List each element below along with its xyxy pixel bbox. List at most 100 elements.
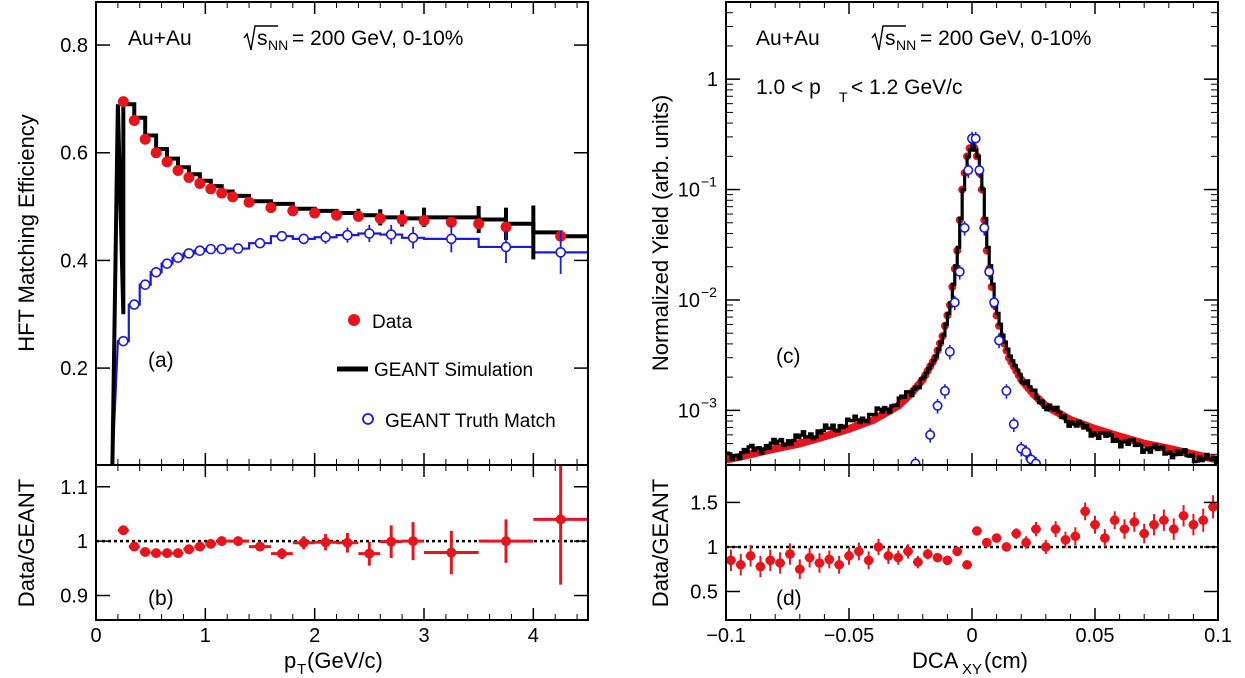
data-point bbox=[172, 165, 184, 177]
left-sqrt-sign bbox=[243, 25, 278, 51]
ytick-label-d: 0.5 bbox=[690, 581, 718, 603]
ratio-point bbox=[1060, 535, 1071, 545]
truth-point bbox=[984, 266, 995, 277]
left-legend: Data GEANT Simulation GEANT Truth Match bbox=[337, 312, 556, 432]
ratio-point bbox=[991, 533, 1002, 543]
truth-point bbox=[205, 243, 217, 255]
ratio-point bbox=[1198, 515, 1209, 526]
truth-point bbox=[232, 243, 244, 254]
left-banner-sqrt: s bbox=[257, 27, 268, 50]
data-point bbox=[287, 205, 299, 217]
truth-point bbox=[979, 222, 990, 233]
right-cut-post: < 1.2 GeV/c bbox=[851, 76, 962, 99]
ratio-point bbox=[1149, 519, 1159, 530]
ratio-point bbox=[276, 548, 287, 559]
ratio-point bbox=[129, 541, 140, 552]
legend-truth-label: GEANT Truth Match bbox=[385, 411, 556, 432]
label-d: (d) bbox=[776, 587, 802, 610]
ytick-label-c: 1 bbox=[707, 69, 718, 91]
ytick-label-c: 10 bbox=[678, 400, 700, 422]
ytick-label-b: 1.1 bbox=[60, 477, 88, 499]
ratio-point bbox=[804, 552, 815, 563]
label-c: (c) bbox=[776, 345, 801, 368]
series-sim-step bbox=[110, 102, 588, 465]
ratio-point bbox=[735, 559, 746, 570]
panel-a-plot bbox=[110, 96, 588, 465]
left-banner-post: = 200 GeV, 0-10% bbox=[292, 27, 463, 50]
ratio-point bbox=[854, 546, 864, 557]
ratio-point bbox=[501, 536, 511, 547]
truth-point bbox=[939, 385, 950, 396]
ratio-point bbox=[1109, 515, 1120, 526]
xtick-label-b: 1 bbox=[200, 625, 211, 647]
ratio-point bbox=[298, 537, 309, 548]
data-point bbox=[205, 183, 217, 195]
ratio-point bbox=[1021, 537, 1031, 548]
ratio-point bbox=[1090, 519, 1100, 530]
truth-point bbox=[254, 237, 266, 249]
truth-point bbox=[1001, 385, 1012, 396]
ratio-point bbox=[216, 536, 227, 547]
ratio-point bbox=[824, 554, 835, 565]
right-top-ylabel: Normalized Yield (arb. units) bbox=[648, 95, 673, 371]
panel-b-plot bbox=[96, 465, 588, 585]
label-b: (b) bbox=[148, 587, 174, 610]
xtick-label-b: 3 bbox=[418, 625, 429, 647]
ratio-point bbox=[1011, 528, 1022, 539]
ratio-point bbox=[932, 552, 943, 563]
truth-point bbox=[944, 346, 955, 357]
left-banner: Au+Au s NN = 200 GeV, 0-10% bbox=[128, 25, 463, 53]
right-banner-sqrt: s bbox=[885, 27, 896, 50]
truth-point bbox=[970, 133, 981, 144]
data-point bbox=[183, 172, 195, 184]
ytick-label-a: 0.8 bbox=[60, 35, 88, 57]
ytick-exp-c: −1 bbox=[701, 174, 717, 190]
ytick-label-b: 0.9 bbox=[60, 586, 88, 608]
ratio-point bbox=[162, 548, 173, 559]
data-point bbox=[331, 209, 343, 221]
ytick-label-a: 0.4 bbox=[60, 250, 88, 272]
right-xlabel: DCA XY (cm) bbox=[912, 648, 1028, 678]
ratio-point bbox=[785, 549, 795, 559]
ratio-point bbox=[814, 558, 825, 568]
ratio-point bbox=[1168, 524, 1179, 534]
truth-point bbox=[298, 233, 310, 245]
ratio-point bbox=[765, 555, 776, 566]
label-a: (a) bbox=[148, 349, 174, 372]
ratio-point bbox=[795, 564, 805, 575]
ratio-point bbox=[1119, 524, 1130, 534]
series-sim-step bbox=[726, 142, 1218, 465]
left-xlabel-sub: T bbox=[297, 661, 306, 678]
ratio-point bbox=[1070, 531, 1081, 542]
ratio-point bbox=[364, 548, 375, 559]
right-xlabel-main: DCA bbox=[912, 648, 959, 673]
ratio-point bbox=[173, 548, 183, 559]
truth-point bbox=[446, 233, 457, 245]
data-point bbox=[227, 191, 239, 203]
data-point bbox=[396, 214, 408, 226]
truth-point bbox=[963, 165, 974, 176]
data-point bbox=[309, 207, 321, 219]
right-banner: Au+Au s NN = 200 GeV, 0-10% bbox=[756, 25, 1091, 53]
truth-point bbox=[925, 429, 936, 440]
ratio-point bbox=[873, 542, 884, 552]
ratio-point bbox=[1208, 502, 1218, 512]
ytick-label-a: 0.6 bbox=[60, 143, 88, 165]
ratio-point bbox=[1188, 519, 1199, 530]
ratio-point bbox=[1159, 515, 1169, 526]
ratio-point bbox=[151, 548, 162, 559]
xtick-label-d: 0 bbox=[966, 625, 977, 647]
truth-point bbox=[320, 231, 331, 243]
ratio-point bbox=[834, 559, 844, 570]
data-point bbox=[117, 96, 129, 108]
truth-point bbox=[954, 266, 965, 277]
left-xlabel-main: p bbox=[284, 648, 296, 673]
ytick-exp-c: −3 bbox=[701, 394, 717, 410]
legend-truth-marker bbox=[362, 413, 374, 425]
truth-point bbox=[1030, 458, 1041, 465]
ratio-point bbox=[844, 551, 854, 561]
right-bottom-ylabel: Data/GEANT bbox=[648, 479, 673, 607]
ratio-point bbox=[922, 549, 933, 559]
truth-point bbox=[139, 279, 151, 290]
frame-panel-b bbox=[95, 464, 589, 621]
